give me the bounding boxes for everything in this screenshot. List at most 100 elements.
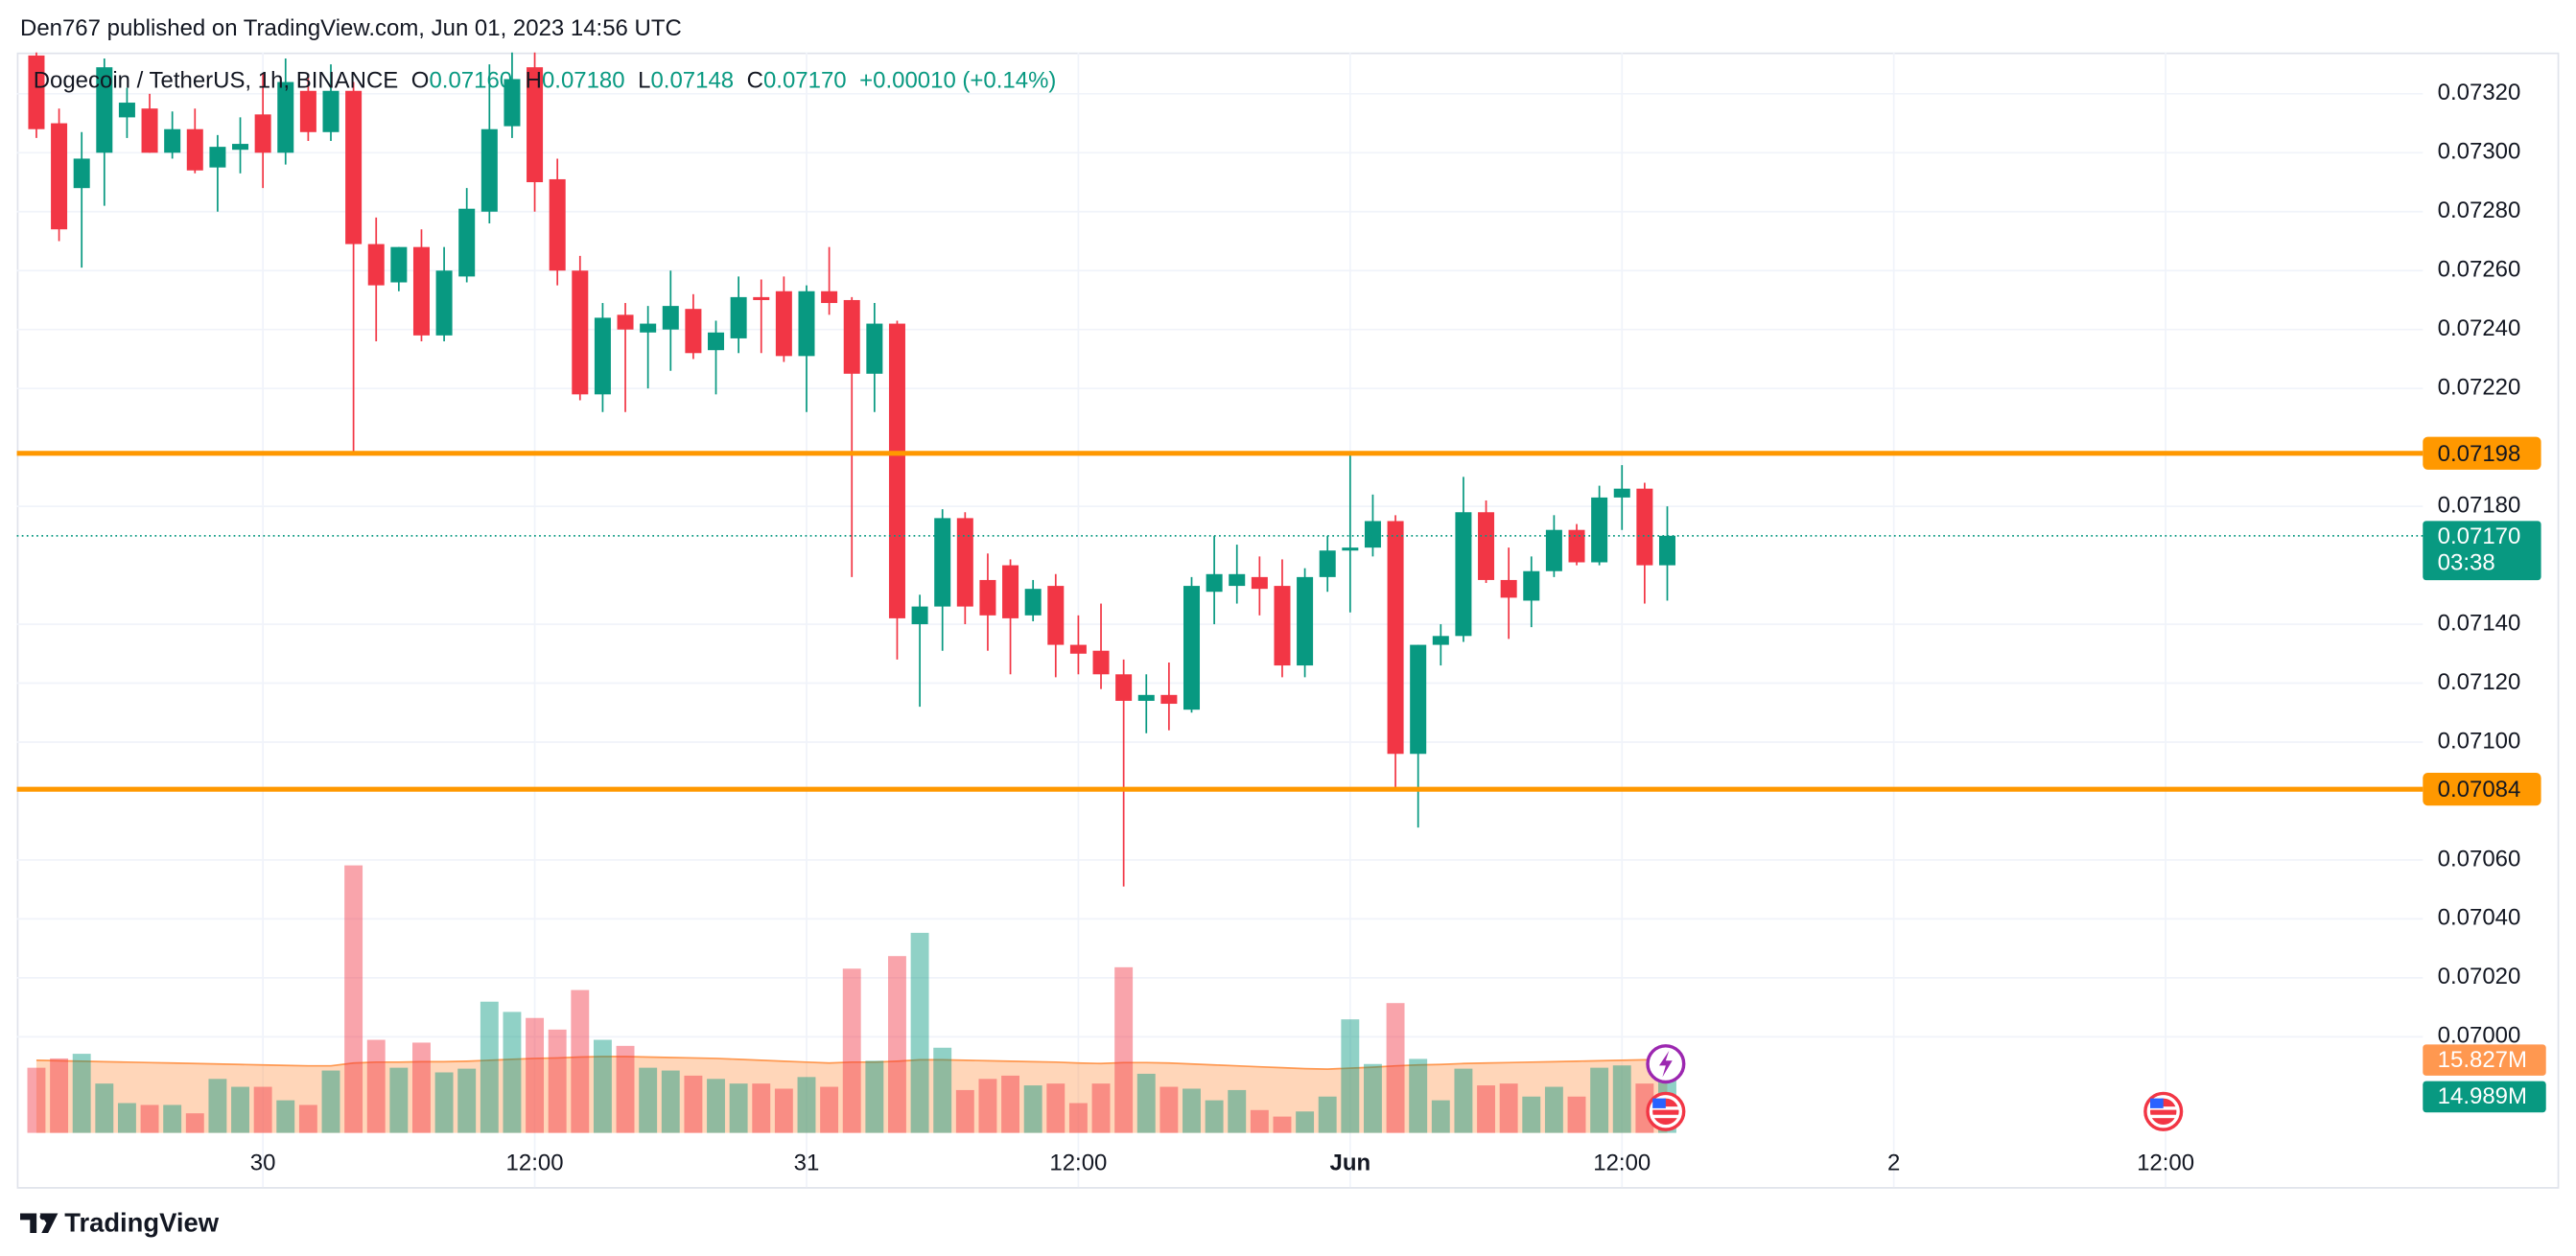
level-badge bbox=[2423, 773, 2541, 806]
brand-name: TradingView bbox=[64, 1208, 219, 1238]
candle-body bbox=[141, 108, 158, 153]
volume-bar bbox=[389, 1067, 409, 1133]
legend-close-label: C bbox=[747, 68, 763, 94]
flag-canton bbox=[2150, 1098, 2164, 1108]
legend-change: +0.00010 (+0.14%) bbox=[859, 68, 1056, 94]
volume-bar bbox=[910, 932, 929, 1133]
volume-bar bbox=[1046, 1083, 1066, 1133]
volume-bar bbox=[95, 1083, 114, 1133]
volume-bar bbox=[820, 1086, 839, 1133]
x-tick-label: 31 bbox=[794, 1150, 820, 1175]
candle-body bbox=[96, 67, 113, 153]
lightning-icon bbox=[1659, 1050, 1673, 1078]
candle-body bbox=[1636, 488, 1653, 566]
logo-mark bbox=[20, 1213, 59, 1234]
candle-body bbox=[186, 128, 203, 171]
volume-bar bbox=[1454, 1068, 1473, 1133]
y-tick-label: 0.07180 bbox=[2438, 492, 2521, 518]
volume-bar bbox=[797, 1077, 816, 1133]
candle-body bbox=[1069, 644, 1087, 654]
volume-bar bbox=[865, 1060, 884, 1133]
candle-body bbox=[322, 90, 340, 132]
candle-body bbox=[527, 67, 544, 183]
candle-body bbox=[640, 323, 657, 333]
flag-stripe bbox=[2150, 1114, 2177, 1119]
volume-bar bbox=[480, 1001, 499, 1133]
candle-body bbox=[1024, 589, 1042, 616]
volume-bar bbox=[955, 1089, 974, 1133]
volume-bar bbox=[639, 1067, 658, 1133]
candle-body bbox=[28, 55, 45, 129]
x-tick-label: 12:00 bbox=[2137, 1150, 2194, 1175]
candle-body bbox=[775, 291, 792, 357]
candle-body bbox=[480, 128, 498, 212]
candle-body bbox=[798, 291, 815, 357]
candle-body bbox=[911, 606, 928, 625]
candle-body bbox=[1387, 521, 1404, 755]
volume-bar bbox=[774, 1088, 793, 1133]
candle-body bbox=[277, 81, 294, 153]
volume-bar bbox=[1522, 1096, 1541, 1133]
volume-bar bbox=[933, 1047, 952, 1133]
candle-body bbox=[1251, 576, 1268, 590]
volume-bar bbox=[752, 1083, 771, 1133]
candle-body bbox=[1319, 550, 1336, 577]
volume-bar bbox=[1544, 1086, 1563, 1133]
event-icons bbox=[1646, 1044, 2184, 1131]
volume-bar bbox=[593, 1039, 612, 1133]
legend-open-label: O bbox=[411, 68, 430, 94]
volume-layer bbox=[27, 865, 1676, 1133]
candle-body bbox=[1658, 535, 1675, 566]
candle-body bbox=[435, 270, 453, 336]
y-tick-label: 0.07120 bbox=[2438, 669, 2521, 695]
volume-bar bbox=[684, 1075, 703, 1133]
flag-icon[interactable] bbox=[1646, 1091, 1686, 1131]
candle-body bbox=[572, 270, 589, 395]
candle-body bbox=[1568, 529, 1585, 563]
candle-body bbox=[345, 90, 363, 244]
candle-body bbox=[209, 147, 226, 168]
flag-icon[interactable] bbox=[2143, 1091, 2184, 1131]
candle-body bbox=[1160, 694, 1178, 705]
candle-body bbox=[1591, 497, 1608, 563]
volume-bar bbox=[842, 968, 861, 1133]
volume-bar bbox=[253, 1086, 272, 1133]
candle-body bbox=[594, 317, 611, 395]
volume-ma-area bbox=[35, 1056, 1668, 1133]
volume-last-label: 14.989M bbox=[2438, 1083, 2527, 1109]
y-tick-label: 0.07300 bbox=[2438, 139, 2521, 165]
candle-body bbox=[232, 144, 249, 151]
volume-bar bbox=[888, 956, 906, 1133]
volume-bar bbox=[1431, 1100, 1450, 1133]
candle-body bbox=[1229, 573, 1246, 587]
candle-body bbox=[1432, 636, 1449, 645]
volume-bar bbox=[548, 1029, 567, 1133]
volume-bar bbox=[1114, 966, 1134, 1133]
volume-bar bbox=[321, 1070, 340, 1133]
volume-bar bbox=[503, 1012, 522, 1133]
candle-body bbox=[1342, 547, 1359, 551]
candle-body bbox=[1092, 650, 1110, 675]
x-tick-label: 30 bbox=[250, 1150, 276, 1175]
volume-bar bbox=[231, 1086, 249, 1133]
candle-body bbox=[730, 296, 747, 338]
x-tick-label: Jun bbox=[1330, 1150, 1371, 1175]
candle-body bbox=[164, 128, 181, 153]
volume-bar bbox=[1296, 1111, 1315, 1133]
candle-body bbox=[1115, 674, 1133, 701]
candle-body bbox=[458, 208, 476, 277]
candle-body bbox=[1545, 529, 1562, 571]
candle-body bbox=[843, 299, 860, 374]
volume-bar bbox=[1205, 1100, 1224, 1133]
volume-bar bbox=[1183, 1088, 1201, 1133]
countdown-label: 03:38 bbox=[2438, 549, 2495, 575]
candle-body bbox=[1500, 579, 1517, 598]
volume-bar bbox=[72, 1054, 91, 1133]
y-tick-label: 0.07280 bbox=[2438, 198, 2521, 223]
candle-body bbox=[685, 309, 702, 354]
volume-bar bbox=[1228, 1089, 1247, 1133]
legend-low: 0.07148 bbox=[650, 68, 734, 94]
volume-bar bbox=[1318, 1096, 1337, 1133]
volume-bar bbox=[344, 865, 363, 1133]
